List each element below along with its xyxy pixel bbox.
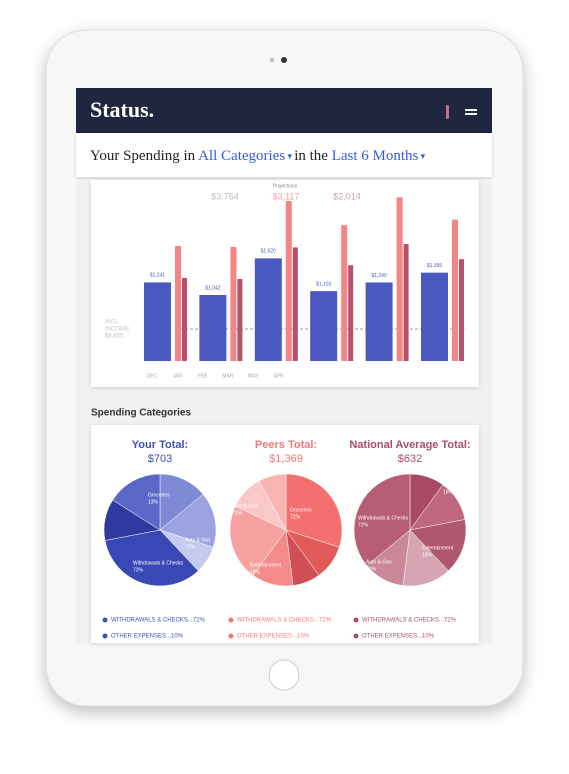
projection-value: $2,014: [333, 191, 361, 201]
period-dropdown[interactable]: Last 6 Months: [332, 148, 419, 164]
slice-annotation: Withdrawals & Checks: [304, 589, 355, 595]
slice-annotation: Groceries: [148, 492, 170, 498]
menu-icon[interactable]: [465, 109, 477, 115]
slice-annotation: Groceries: [290, 507, 312, 513]
sensor: [270, 58, 274, 62]
legend-dot: [353, 617, 359, 623]
legend-dot: [102, 617, 108, 623]
camera: [281, 57, 287, 63]
slice-annotation: 72%: [185, 544, 196, 550]
header: [76, 88, 492, 133]
brand: Status.: [90, 97, 154, 122]
slice-annotation: 72%: [304, 596, 315, 602]
pie-slice: [104, 529, 199, 587]
avg-income-label: $8,655: [105, 334, 124, 340]
x-tick-label: DEC: [147, 373, 158, 379]
slice-annotation: 72%: [358, 522, 369, 528]
bar: [310, 291, 338, 361]
legend-label: OTHER EXPENSES...10%: [362, 634, 435, 640]
x-tick-label: MAR: [222, 373, 234, 379]
slice-annotation: Auto & Gas: [232, 503, 258, 509]
bar: [459, 259, 464, 361]
bar-value-label: $1,395: [427, 263, 443, 269]
slice-annotation: Withdrawals & Checks: [133, 560, 184, 566]
avg-income-label: INCOME:: [105, 327, 131, 333]
projection-value: $3,764: [211, 191, 239, 201]
slice-annotation: 18%: [443, 489, 454, 495]
bar: [396, 197, 403, 361]
bar: [403, 244, 409, 361]
pie-slice: [409, 519, 467, 572]
legend-label: WITHDRAWALS & CHECKS...72%: [237, 618, 332, 624]
slice-annotation: 72%: [290, 514, 301, 520]
slice-annotation: Auto & Gas: [185, 537, 211, 543]
category-dropdown[interactable]: All Categories: [198, 148, 285, 164]
bar: [254, 258, 282, 361]
projections-title: Projections: [273, 183, 298, 189]
pie-slice: [159, 493, 217, 548]
slice-annotation: Withdrawals & Checks: [358, 515, 409, 521]
bar: [182, 277, 187, 361]
x-tick-label: FEB: [198, 373, 208, 379]
slice-annotation: Auto & Gas: [366, 559, 392, 565]
section-title: Spending Categories: [91, 408, 191, 419]
pie-slice: [285, 473, 343, 548]
pie-slice: [353, 473, 411, 567]
pie-title: National Average Total:: [349, 439, 470, 451]
slice-annotation: Entertainment: [250, 562, 282, 568]
bar: [452, 219, 458, 361]
slice-annotation: 72%: [133, 567, 144, 573]
bar: [421, 272, 448, 361]
slice-annotation: Entertainment: [422, 545, 454, 551]
bar-value-label: $1,042: [205, 285, 221, 291]
bar: [230, 246, 237, 361]
bar: [348, 265, 354, 361]
pie-total: $1,369: [269, 453, 303, 465]
bar: [365, 282, 393, 361]
slice-annotation: Groceries: [443, 482, 465, 488]
slice-annotation: 72%: [232, 510, 243, 516]
pie-title: Peers Total:: [255, 439, 317, 451]
pie-title: Your Total:: [132, 439, 188, 451]
bar: [237, 278, 243, 361]
x-tick-label: APR: [273, 373, 284, 379]
pie-slice: [258, 473, 287, 531]
legend-label: WITHDRAWALS & CHECKS...72%: [362, 618, 457, 624]
pie-slice: [112, 473, 161, 531]
legend-label: OTHER EXPENSES...10%: [237, 634, 310, 640]
user-icon[interactable]: [446, 105, 449, 119]
filter-text: Your Spending in All Categories ▾ in the…: [90, 148, 426, 164]
bar-value-label: $1,241: [150, 273, 166, 279]
legend-label: WITHDRAWALS & CHECKS...72%: [111, 618, 206, 624]
legend-dot: [228, 617, 234, 623]
bar: [341, 225, 348, 361]
x-tick-label: JAN: [173, 373, 183, 379]
legend-label: OTHER EXPENSES...10%: [111, 634, 184, 640]
x-tick-label: MAY: [248, 373, 259, 379]
bar-value-label: $1,103: [316, 281, 332, 287]
legend-dot: [353, 633, 359, 639]
bar: [199, 295, 227, 361]
bar: [292, 247, 298, 361]
bar-value-label: $1,240: [371, 273, 387, 279]
projection-value: $3,117: [273, 191, 300, 201]
pie-total: $703: [148, 453, 172, 465]
home-button[interactable]: [268, 659, 300, 691]
slice-annotation: 18%: [422, 552, 433, 558]
bar: [144, 282, 171, 361]
avg-income-label: AVG.: [105, 320, 119, 326]
bar-value-label: $1,620: [261, 249, 277, 255]
slice-annotation: 13%: [148, 499, 159, 505]
bar: [285, 201, 292, 361]
pie-total: $632: [398, 453, 422, 465]
bar: [175, 245, 181, 361]
legend-dot: [228, 633, 234, 639]
filter-bar: [76, 133, 492, 177]
slice-annotation: 18%: [250, 569, 261, 575]
slice-annotation: 72%: [366, 566, 377, 572]
legend-dot: [102, 633, 108, 639]
